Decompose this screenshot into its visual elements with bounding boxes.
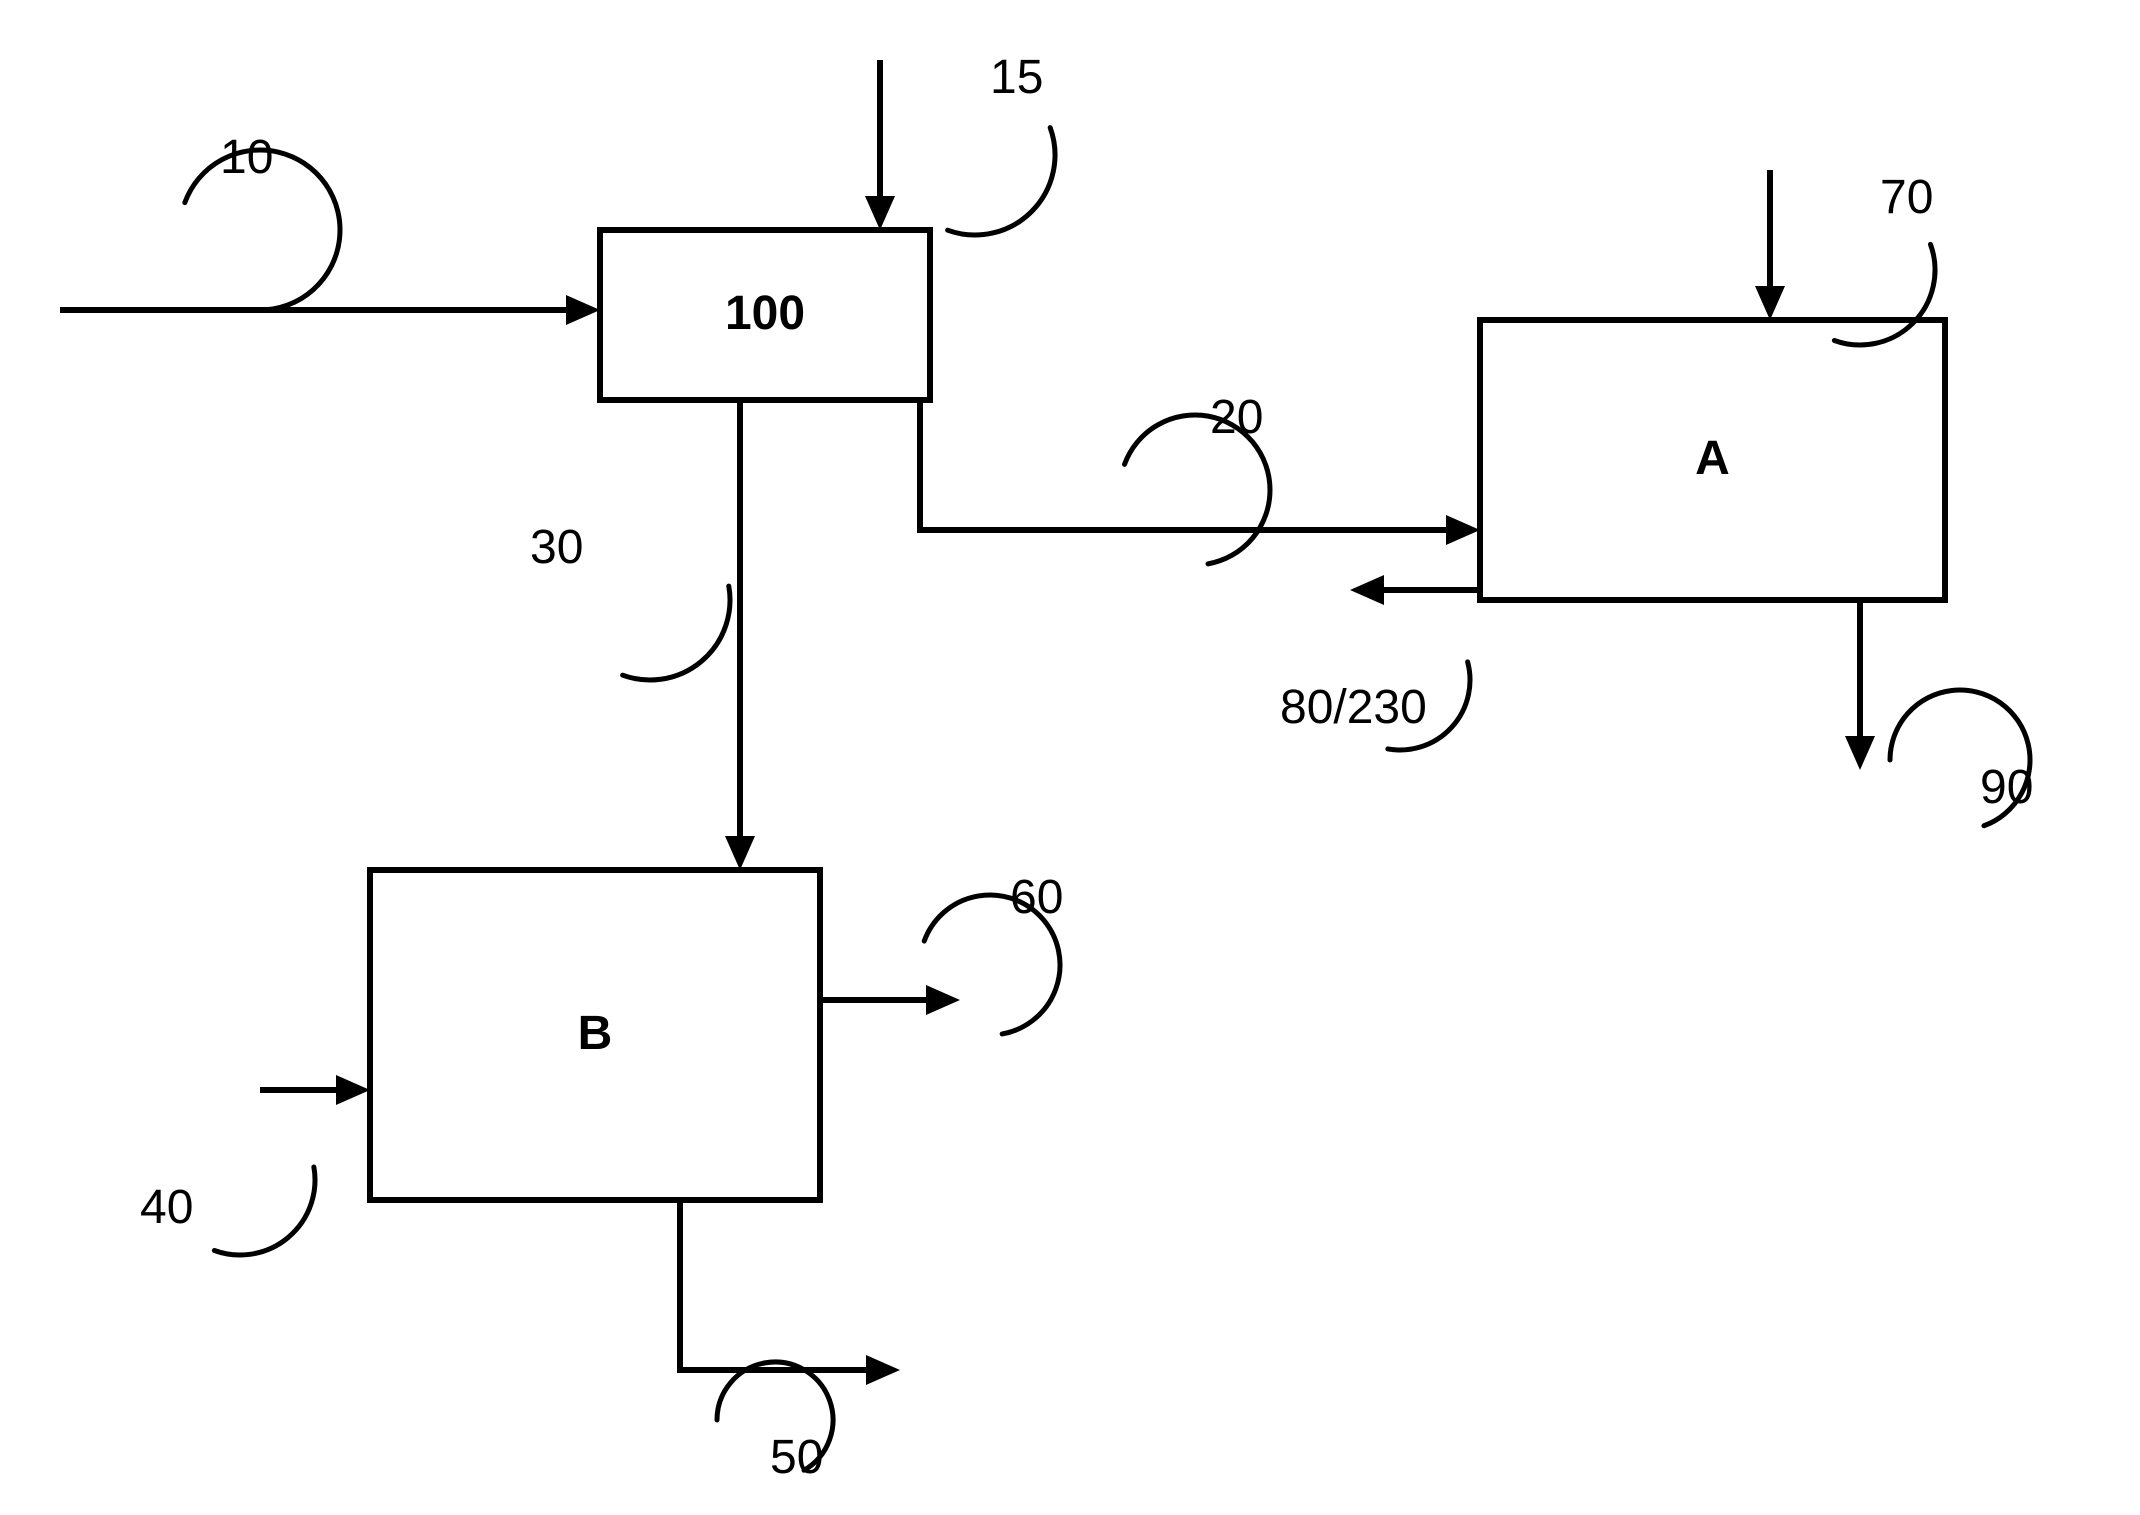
node-nA — [1480, 320, 1945, 600]
leader-e60 — [924, 895, 1060, 1034]
edge-e50 — [680, 1200, 866, 1370]
diagram-svg — [0, 0, 2140, 1515]
leader-e15 — [948, 128, 1055, 235]
leader-e10 — [185, 150, 340, 310]
node-n100 — [600, 230, 930, 400]
node-nB — [370, 870, 820, 1200]
leader-e90 — [1890, 690, 2030, 826]
leader-e50 — [717, 1362, 833, 1470]
diagram-stage: 100AB101520304050607080/23090 — [0, 0, 2140, 1515]
leader-e40 — [214, 1167, 315, 1255]
leader-e80 — [1388, 662, 1470, 750]
leader-e30 — [623, 586, 730, 680]
leader-e70 — [1834, 244, 1935, 345]
edge-e20 — [920, 400, 1446, 530]
leader-e20 — [1125, 415, 1270, 564]
